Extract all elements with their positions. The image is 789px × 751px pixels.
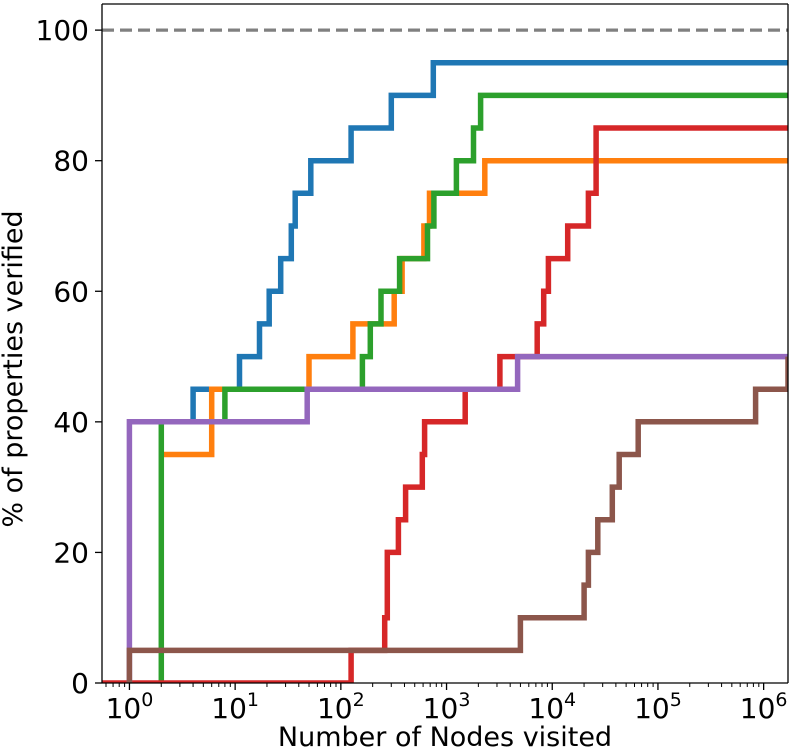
x-axis-label: Number of Nodes visited bbox=[278, 722, 612, 751]
x-tick-label: 103 bbox=[423, 689, 471, 725]
ticks-layer: 0 20 40 60 80 100 100 101 102 103 104 105 106 bbox=[36, 14, 788, 725]
series-line-2 bbox=[161, 157, 788, 458]
axes-layer bbox=[101, 3, 789, 684]
x-tick-label: 105 bbox=[634, 689, 682, 725]
y-tick-label: 20 bbox=[53, 536, 89, 569]
series-line-6 bbox=[126, 356, 788, 683]
x-tick-label: 100 bbox=[106, 689, 154, 725]
y-tick-label: 100 bbox=[36, 14, 89, 47]
x-tick-label: 106 bbox=[740, 689, 788, 725]
y-tick-label: 0 bbox=[71, 667, 89, 700]
series-line-1 bbox=[190, 60, 788, 422]
y-tick-label: 60 bbox=[53, 275, 89, 308]
x-tick-label: 104 bbox=[528, 689, 576, 725]
series-layer bbox=[102, 60, 788, 683]
x-tick-label: 102 bbox=[317, 689, 365, 725]
y-tick-label: 40 bbox=[53, 406, 89, 439]
series-line-5 bbox=[126, 353, 788, 683]
y-tick-label: 80 bbox=[53, 145, 89, 178]
x-tick-label: 101 bbox=[211, 689, 259, 725]
y-axis-label: % of properties verified bbox=[0, 210, 29, 527]
series-line-4 bbox=[102, 125, 788, 683]
